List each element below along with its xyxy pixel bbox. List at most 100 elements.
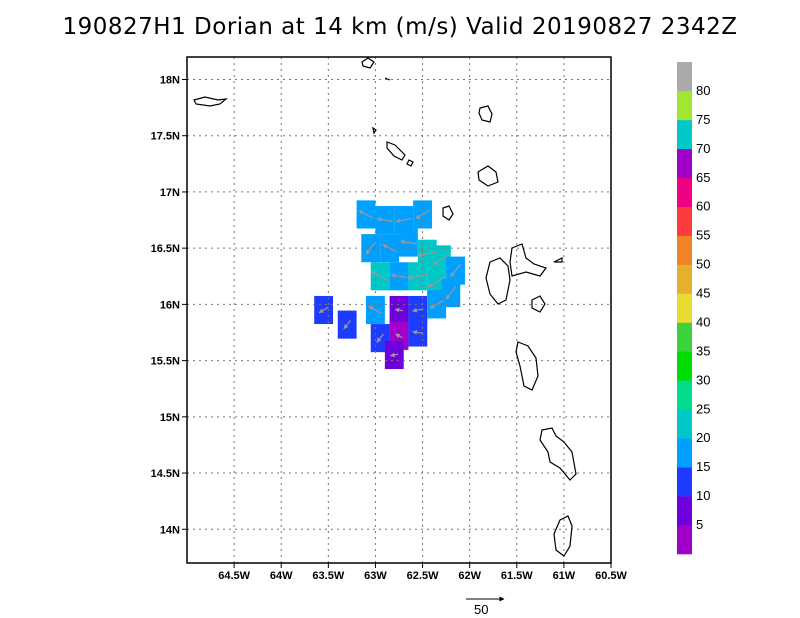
wind-vector — [407, 273, 428, 280]
coastline-barbuda — [478, 105, 493, 123]
x-axis: 64.5W 64W 63.5W 63W 62.5W 62W 61.5W 61W 60.5W — [218, 563, 628, 582]
y-tick-label: 17.5N — [151, 131, 180, 143]
colorbar-swatch — [677, 62, 692, 92]
colorbar-swatch — [677, 264, 692, 294]
wind-vector — [450, 263, 462, 278]
wind-vector — [445, 286, 457, 300]
coastline-guadeloupe-grande-terre — [509, 243, 547, 277]
wind-vectors-layer — [318, 209, 462, 358]
colorbar-tick-label: 60 — [696, 199, 710, 214]
colorbar-tick-label: 70 — [696, 141, 710, 156]
coastline-st-kitts — [386, 141, 406, 161]
colorbar: 5 10 15 20 25 30 35 40 45 50 55 60 65 70 75 80 — [677, 62, 710, 555]
colorbar-swatch — [677, 119, 692, 150]
wind-vector — [389, 352, 399, 358]
wind-vector — [368, 305, 383, 315]
y-tick-label: 14N — [160, 524, 180, 536]
y-axis: 14N 14.5N 15N 15.5N 16N 16.5N 17N 17.5N 18N — [151, 74, 187, 536]
y-tick-label: 15N — [160, 412, 180, 424]
colorbar-tick-label: 30 — [696, 372, 710, 387]
colorbar-swatch — [677, 235, 692, 265]
wind-field-layer — [314, 200, 465, 370]
wind-vector — [358, 210, 374, 219]
coastline-islet-north — [384, 77, 391, 81]
reference-vector-label: 50 — [474, 602, 488, 617]
wind-vector — [390, 273, 408, 279]
colorbar-tick-label: 45 — [696, 286, 710, 301]
colorbar-tick-label: 65 — [696, 170, 710, 185]
x-tick-label: 61W — [553, 570, 576, 582]
y-tick-label: 16N — [160, 299, 180, 311]
colorbar-tick-label: 50 — [696, 257, 710, 272]
colorbar-swatch — [677, 409, 692, 439]
colorbar-tick-label: 40 — [696, 314, 710, 329]
coastline-marie-galante — [531, 295, 546, 313]
wind-vector — [432, 253, 451, 266]
colorbar-swatch — [677, 148, 692, 179]
colorbar-tick-label: 10 — [696, 488, 710, 503]
colorbar-tick-label: 5 — [696, 517, 703, 532]
x-tick-label: 62W — [458, 570, 481, 582]
x-tick-label: 62.5W — [407, 570, 439, 582]
wind-vector — [371, 270, 390, 282]
colorbar-swatch — [677, 467, 692, 497]
colorbar-tick-label: 15 — [696, 459, 710, 474]
colorbar-swatch — [677, 293, 692, 323]
colorbar-swatch — [677, 496, 692, 526]
wind-vector — [412, 329, 424, 335]
chart-title: 190827H1 Dorian at 14 km (m/s) Valid 201… — [62, 14, 738, 40]
wind-vector — [376, 217, 393, 222]
y-tick-label: 17N — [160, 187, 180, 199]
coastline-layer — [193, 57, 577, 557]
wind-vector — [382, 243, 397, 253]
wind-vector — [415, 209, 430, 220]
coastline-guadeloupe-basse-terre — [485, 257, 511, 305]
coastline-st-lucia — [553, 515, 573, 557]
colorbar-swatch — [677, 351, 692, 381]
colorbar-swatch — [677, 206, 692, 236]
wind-vector — [394, 307, 404, 313]
coastline-martinique — [539, 427, 577, 481]
plot-frame — [186, 56, 612, 564]
colorbar-swatch — [677, 438, 692, 468]
coastline-st-barthelemy — [372, 126, 377, 135]
colorbar-tick-label: 80 — [696, 83, 710, 98]
reference-vector: 50 — [466, 596, 505, 617]
colorbar-swatch — [677, 380, 692, 410]
wind-vector — [399, 239, 417, 245]
x-tick-label: 63.5W — [312, 570, 344, 582]
wind-vector — [412, 307, 424, 313]
wind-vector — [429, 299, 444, 309]
coastline-la-desirade — [553, 257, 563, 263]
colorbar-swatch — [677, 177, 692, 208]
wind-vector — [365, 241, 376, 255]
y-tick-label: 16.5N — [151, 243, 180, 255]
coastline-antigua — [477, 165, 499, 187]
wind-vector — [376, 333, 384, 343]
colorbar-swatch — [677, 90, 692, 121]
wind-vector — [343, 320, 352, 330]
colorbar-tick-label: 25 — [696, 401, 710, 416]
coastline-nevis — [406, 159, 414, 167]
colorbar-tick-label: 75 — [696, 112, 710, 127]
y-tick-label: 15.5N — [151, 356, 180, 368]
wind-vector — [427, 276, 446, 288]
coastline-anguilla — [361, 57, 375, 69]
x-tick-label: 61.5W — [501, 570, 533, 582]
colorbar-swatch — [677, 525, 692, 555]
y-tick-label: 14.5N — [151, 468, 180, 480]
colorbar-tick-label: 55 — [696, 228, 710, 243]
x-tick-label: 64.5W — [218, 570, 250, 582]
colorbar-tick-label: 20 — [696, 430, 710, 445]
y-tick-label: 18N — [160, 74, 180, 86]
wind-vector — [416, 251, 438, 258]
wind-vector — [395, 333, 403, 339]
coastline-montserrat — [442, 205, 454, 221]
x-tick-label: 60.5W — [595, 570, 627, 582]
colorbar-swatch — [677, 322, 692, 352]
x-tick-label: 63W — [364, 570, 387, 582]
colorbar-tick-label: 35 — [696, 343, 710, 358]
x-tick-label: 64W — [270, 570, 293, 582]
coastline-dominica — [515, 341, 539, 391]
